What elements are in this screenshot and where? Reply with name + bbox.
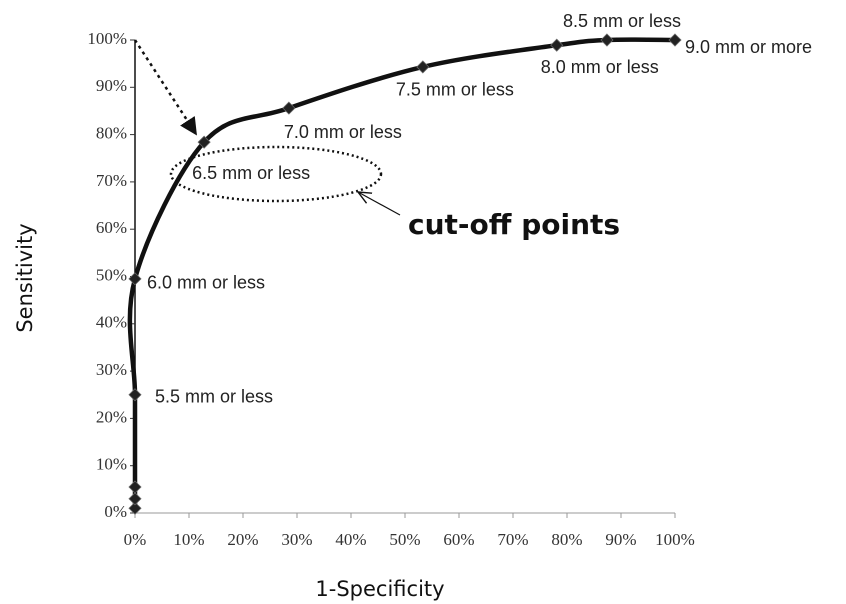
y-tick-label: 80% [96,124,127,143]
y-tick-label: 30% [96,360,127,379]
x-tick-label: 10% [173,530,204,549]
point [128,388,142,402]
x-tick-label: 20% [227,530,258,549]
point [197,135,211,149]
y-tick-label: 20% [96,407,127,426]
y-tick-label: 70% [96,171,127,190]
cutoff-ellipse [169,145,383,203]
point [550,38,564,52]
x-axis-title: 1-Specificity [315,577,444,601]
y-tick-label: 0% [104,502,127,521]
point-label: 7.0 mm or less [284,122,402,142]
x-tick-label: 70% [497,530,528,549]
x-tick-label: 30% [281,530,312,549]
y-tick-label: 100% [87,29,127,48]
point-label: 8.0 mm or less [541,57,659,77]
x-tick-label: 90% [605,530,636,549]
y-tick-label: 50% [96,265,127,284]
point-label: 8.5 mm or less [563,11,681,31]
pointer-arrow [358,192,401,216]
point-label: 6.0 mm or less [147,273,265,293]
point [282,101,296,115]
point [128,480,142,494]
point-label: 5.5 mm or less [155,387,273,407]
point-label: 6.5 mm or less [192,163,310,183]
annotation: cut-off points [408,208,620,241]
point-label: 9.0 mm or more [685,37,812,57]
point [128,501,142,515]
x-tick-label: 80% [551,530,582,549]
dotted-arrow [133,39,198,136]
x-tick-label: 60% [443,530,474,549]
y-tick-label: 10% [96,455,127,474]
x-tick-label: 0% [124,530,147,549]
x-tick-label: 100% [655,530,695,549]
point [668,33,682,47]
point [128,272,142,286]
x-tick-label: 50% [389,530,420,549]
point [128,492,142,506]
y-tick-label: 60% [96,218,127,237]
y-tick-label: 40% [96,313,127,332]
x-tick-label: 40% [335,530,366,549]
point [416,60,430,74]
point-label: 7.5 mm or less [396,80,514,100]
y-tick-label: 90% [96,76,127,95]
point [600,33,614,47]
y-axis-title: Sensitivity [13,223,37,332]
